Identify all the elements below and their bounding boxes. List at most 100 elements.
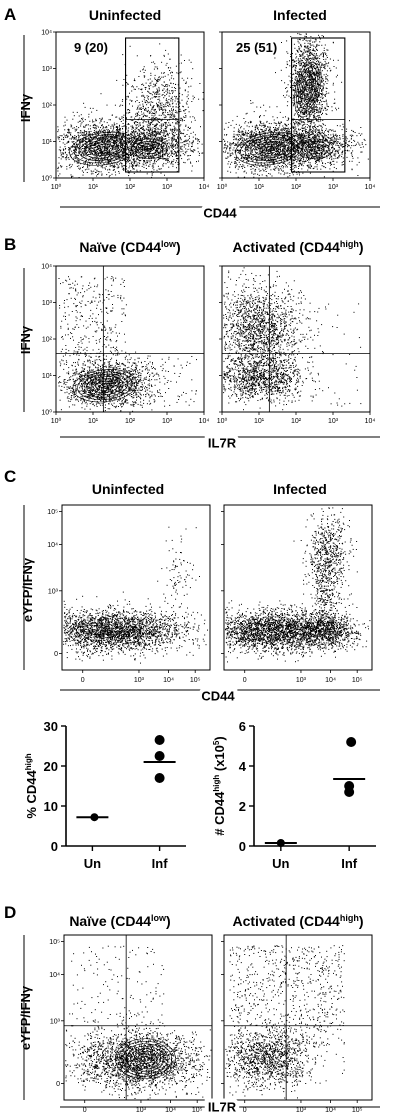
panel-c-c1-ytick-label: 0 bbox=[54, 651, 58, 658]
dotplot-percent-cd44high: 0 10 20 30 Un Inf % CD44high bbox=[24, 719, 186, 871]
panel-c-c1-xtick-label: 10⁴ bbox=[163, 677, 174, 684]
panel-d-d1-xtick-label: 10³ bbox=[136, 1107, 147, 1114]
panel-d-d1-xtick-label: 10⁵ bbox=[192, 1107, 203, 1114]
panel-c-c1-ytick-label: 10⁵ bbox=[47, 509, 58, 516]
panel-letter-b: B bbox=[4, 235, 16, 254]
panel-b-ylabel: IFNγ bbox=[18, 325, 33, 354]
panel-b-b2-xtick-label: 10² bbox=[291, 418, 302, 425]
panel-d-d2-xtick-label: 0 bbox=[243, 1107, 247, 1114]
panel-c-title-left: Uninfected bbox=[92, 481, 164, 497]
panel-b-plot-naive: 10⁰ 10¹ 10² 10³ 10⁴ 10⁰ 10¹ 10² 10³ 10⁴ bbox=[41, 264, 209, 426]
panel-d-title-right: Activated (CD44high) bbox=[232, 913, 363, 929]
data-point bbox=[276, 839, 285, 847]
ytick-label: 2 bbox=[239, 799, 246, 814]
data-point bbox=[154, 735, 165, 745]
panel-b-frame bbox=[221, 265, 371, 413]
panel-b-b2-xtick-label: 10⁰ bbox=[217, 417, 228, 425]
panel-c-c1-ytick-label: 10³ bbox=[48, 588, 59, 595]
panel-c-c2-xtick-label: 0 bbox=[243, 677, 247, 684]
panel-d-d2-xtick-label: 10⁴ bbox=[325, 1107, 336, 1114]
panel-a-frame bbox=[221, 31, 371, 179]
panel-c-plot-uninfected: 0 10³ 10⁴ 10⁵ 10⁵ 10⁴ 10³ 0 bbox=[47, 504, 211, 684]
panel-d-d1-xtick-label: 10⁴ bbox=[165, 1107, 176, 1114]
panel-letter-c: C bbox=[4, 467, 16, 486]
panel-a-a1-ytick-label: 10² bbox=[42, 103, 53, 110]
panel-a-a2-xtick-label: 10¹ bbox=[254, 184, 265, 191]
dotplot-count-cd44high: 0 2 4 6 Un Inf # CD44high (x105) bbox=[212, 719, 376, 871]
panel-b-b1-ytick-label: 10² bbox=[42, 337, 53, 344]
panel-d-plot-naive: 0 10³ 10⁴ 10⁵ 10⁵ 10⁴ 10³ 0 bbox=[49, 934, 213, 1114]
panel-b-title-right: Activated (CD44high) bbox=[232, 239, 363, 255]
panel-a-a1-ytick-label: 10³ bbox=[42, 66, 53, 73]
panel-a-ylabel: IFNγ bbox=[18, 93, 33, 122]
panel-c-plot-infected: 0 10³ 10⁴ 10⁵ bbox=[221, 504, 373, 684]
panel-d-ylabel: eYFP/IFNγ bbox=[18, 985, 33, 1050]
panel-d-d1-ytick-label: 10³ bbox=[50, 1018, 61, 1025]
panel-c-frame bbox=[223, 504, 373, 671]
panel-a-a1-xtick-label: 10⁰ bbox=[51, 183, 62, 191]
panel-a-title-left: Uninfected bbox=[89, 7, 161, 23]
panel-a-a1-xtick-label: 10⁴ bbox=[199, 184, 210, 191]
panel-d-d2-xtick-label: 10⁵ bbox=[352, 1107, 363, 1114]
data-point bbox=[154, 773, 165, 783]
panel-d-d1-ytick-label: 10⁵ bbox=[49, 939, 60, 946]
panel-c-c2-xtick-label: 10³ bbox=[296, 677, 307, 684]
panel-c-c2-xtick-label: 10⁴ bbox=[325, 677, 336, 684]
panel-d-frame bbox=[63, 934, 213, 1101]
panel-a-title-right: Infected bbox=[273, 7, 327, 23]
panel-d-d1-xtick-label: 0 bbox=[83, 1107, 87, 1114]
panel-a-plot-uninfected: 10⁰ 10¹ 10² 10³ 10⁴ 10⁰ 10¹ 10² 10³ 10⁴ bbox=[41, 30, 209, 192]
panel-b-b1-xtick-label: 10² bbox=[125, 418, 136, 425]
ytick-label: 10 bbox=[44, 799, 58, 814]
panel-d-d1-ytick-label: 10⁴ bbox=[49, 972, 60, 979]
panel-d-xlabel: IL7R bbox=[208, 1099, 237, 1114]
ytick-label: 30 bbox=[44, 719, 58, 734]
panel-b-frame bbox=[55, 265, 205, 413]
xtick-label: Un bbox=[272, 856, 289, 871]
panel-a-plot-infected: 10⁰ 10¹ 10² 10³ 10⁴ bbox=[217, 31, 375, 191]
panel-b-b1-xtick-label: 10⁴ bbox=[199, 418, 210, 425]
panel-b-b1-xtick-label: 10³ bbox=[162, 418, 173, 425]
xtick-label: Un bbox=[84, 856, 101, 871]
panel-a-gate-label-uninfected: 9 (20) bbox=[74, 40, 108, 55]
panel-d-d1-ytick-label: 0 bbox=[56, 1081, 60, 1088]
ytick-label: 6 bbox=[239, 719, 246, 734]
data-point bbox=[154, 751, 165, 761]
panel-b-plot-activated: 10⁰ 10¹ 10² 10³ 10⁴ bbox=[217, 265, 375, 425]
panel-a-a1-xtick-label: 10² bbox=[125, 184, 136, 191]
data-point bbox=[346, 737, 357, 747]
panel-b-b1-ytick-label: 10¹ bbox=[42, 373, 53, 380]
panel-c-ylabel: eYFP/IFNγ bbox=[20, 557, 35, 622]
panel-b-b1-xtick-label: 10⁰ bbox=[51, 417, 62, 425]
xtick-label: Inf bbox=[341, 856, 358, 871]
panel-a-a1-xtick-label: 10¹ bbox=[88, 184, 99, 191]
dot2-ylabel: # CD44high (x105) bbox=[212, 736, 227, 835]
panel-a-a1-ytick-label: 10¹ bbox=[42, 139, 53, 146]
panel-a-a1-ytick-label: 10⁰ bbox=[41, 175, 52, 183]
panel-b-b1-ytick-label: 10³ bbox=[42, 300, 53, 307]
panel-c-c1-xtick-label: 10⁵ bbox=[190, 677, 201, 684]
panel-c-c1-xtick-label: 0 bbox=[81, 677, 85, 684]
panel-a-a1-xtick-label: 10³ bbox=[162, 184, 173, 191]
panel-d-frame bbox=[223, 934, 373, 1101]
ytick-label: 20 bbox=[44, 759, 58, 774]
panel-d-plot-activated: 0 10³ 10⁴ 10⁵ bbox=[221, 934, 373, 1114]
panel-b-b1-xtick-label: 10¹ bbox=[88, 418, 99, 425]
panel-c-xlabel: CD44 bbox=[201, 688, 235, 703]
ytick-label: 4 bbox=[239, 759, 247, 774]
data-point bbox=[90, 813, 99, 822]
panel-b-b1-ytick-label: 10⁴ bbox=[41, 264, 52, 271]
panel-d-d2-xtick-label: 10³ bbox=[296, 1107, 307, 1114]
xtick-label: Inf bbox=[152, 856, 169, 871]
panel-d-title-left: Naïve (CD44low) bbox=[69, 913, 170, 929]
panel-b-xlabel: IL7R bbox=[208, 435, 237, 450]
panel-a-a2-xtick-label: 10⁰ bbox=[217, 183, 228, 191]
panel-c-c2-xtick-label: 10⁵ bbox=[352, 677, 363, 684]
panel-b-b2-xtick-label: 10³ bbox=[328, 418, 339, 425]
panel-b-b2-xtick-label: 10¹ bbox=[254, 418, 265, 425]
panel-c-c1-xtick-label: 10³ bbox=[134, 677, 145, 684]
dot1-ylabel: % CD44high bbox=[24, 753, 39, 818]
panel-a-a2-xtick-label: 10² bbox=[291, 184, 302, 191]
panel-b-title-left: Naïve (CD44low) bbox=[79, 239, 180, 255]
